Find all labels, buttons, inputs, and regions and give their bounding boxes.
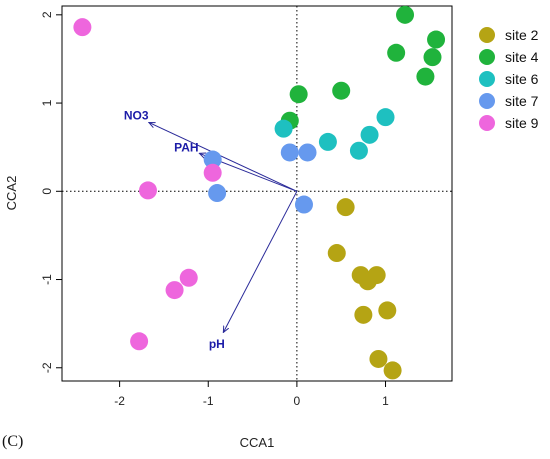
point-site-7 xyxy=(298,143,317,162)
legend-marker-site-7 xyxy=(479,93,495,109)
env-label-no3: NO3 xyxy=(124,109,149,123)
point-site-7 xyxy=(203,150,222,169)
legend-label: site 2 xyxy=(505,27,539,43)
y-tick-label: -2 xyxy=(40,362,54,373)
x-axis-title: CCA1 xyxy=(240,435,275,450)
point-site-2 xyxy=(327,244,346,263)
point-site-4 xyxy=(423,48,442,67)
env-arrow-no3 xyxy=(149,122,298,192)
point-site-4 xyxy=(416,67,435,86)
y-tick-label: -1 xyxy=(40,274,54,285)
point-site-2 xyxy=(378,301,397,320)
point-site-6 xyxy=(318,132,337,151)
data-points xyxy=(73,5,446,380)
x-tick-label: -2 xyxy=(114,394,125,408)
point-site-6 xyxy=(360,125,379,144)
panel-label: (C) xyxy=(2,433,24,450)
point-site-2 xyxy=(358,272,377,291)
legend-label: site 9 xyxy=(505,115,539,131)
axis-ticks: -2 -1 0 1 -2 -1 0 1 2 xyxy=(40,11,389,408)
plot-frame xyxy=(61,5,453,382)
legend-marker-site-6 xyxy=(479,71,495,87)
env-arrow-ph xyxy=(223,191,298,332)
point-site-4 xyxy=(289,85,308,104)
y-tick-label: 1 xyxy=(40,99,54,106)
point-site-7 xyxy=(208,184,227,203)
point-site-7 xyxy=(294,195,313,214)
point-site-6 xyxy=(274,119,293,138)
legend-marker-site-9 xyxy=(479,115,495,131)
y-tick-label: 2 xyxy=(40,11,54,18)
point-site-4 xyxy=(387,43,406,62)
legend-label: site 7 xyxy=(505,93,539,109)
x-tick-label: 1 xyxy=(382,394,389,408)
point-site-9 xyxy=(203,163,222,182)
point-site-9 xyxy=(130,332,149,351)
env-label-pah: PAH xyxy=(174,140,198,154)
env-label-ph: pH xyxy=(209,337,225,351)
point-site-4 xyxy=(332,81,351,100)
reference-lines xyxy=(62,6,452,381)
point-site-7 xyxy=(280,143,299,162)
point-site-9 xyxy=(165,281,184,300)
legend-label: site 6 xyxy=(505,71,539,87)
point-site-2 xyxy=(383,361,402,380)
x-tick-label: 0 xyxy=(294,394,301,408)
legend-label: site 4 xyxy=(505,49,539,65)
point-site-2 xyxy=(336,198,355,217)
point-site-2 xyxy=(369,349,388,368)
point-site-6 xyxy=(349,141,368,160)
point-site-9 xyxy=(179,268,198,287)
point-site-9 xyxy=(138,181,157,200)
point-site-2 xyxy=(354,305,373,324)
legend-marker-site-2 xyxy=(479,27,495,43)
point-site-4 xyxy=(427,30,446,49)
legend: site 2 site 4 site 6 site 7 site 9 xyxy=(479,27,539,131)
point-site-4 xyxy=(396,5,415,24)
x-tick-label: -1 xyxy=(203,394,214,408)
y-tick-label: 0 xyxy=(40,188,54,195)
env-vectors: NO3 PAH pH xyxy=(124,109,298,351)
y-axis-title: CCA2 xyxy=(4,176,19,211)
point-site-6 xyxy=(376,108,395,127)
point-site-9 xyxy=(73,18,92,37)
legend-marker-site-4 xyxy=(479,49,495,65)
